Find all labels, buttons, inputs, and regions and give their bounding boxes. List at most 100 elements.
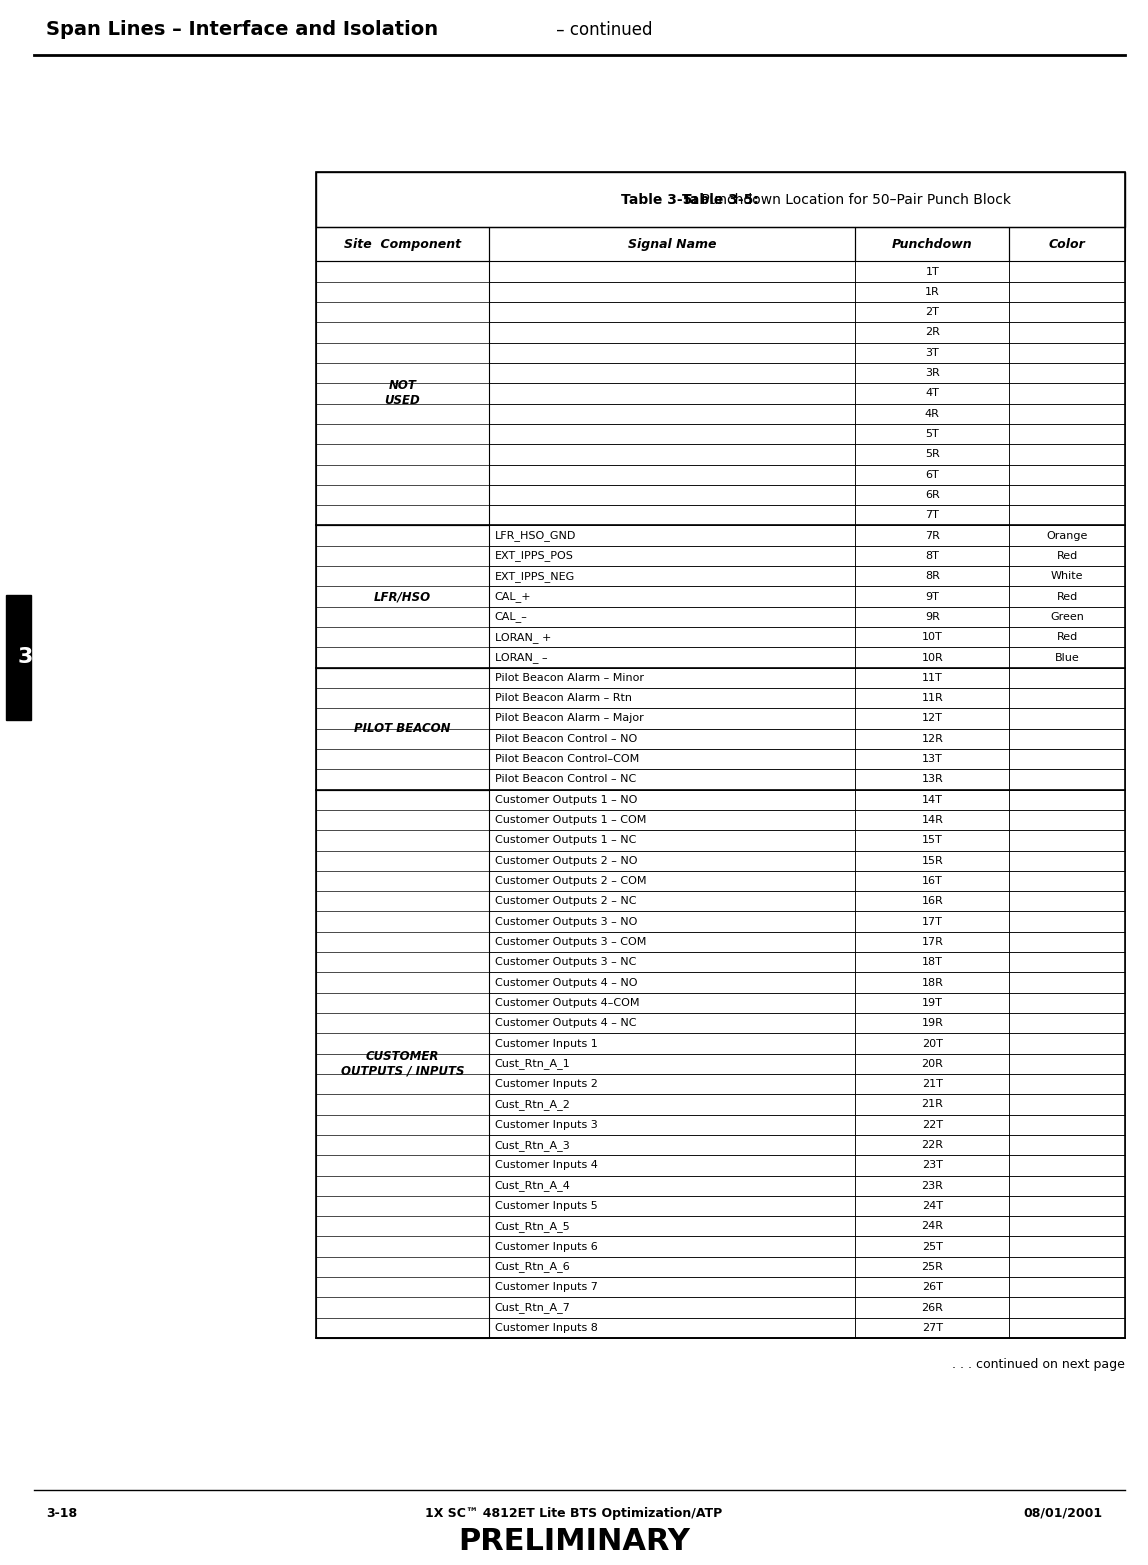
- Bar: [1009, 668, 1125, 689]
- Bar: [1009, 952, 1125, 972]
- Text: PILOT BEACON: PILOT BEACON: [355, 721, 451, 736]
- Bar: [855, 424, 1009, 444]
- Text: PRELIMINARY: PRELIMINARY: [458, 1527, 690, 1556]
- Text: 9T: 9T: [925, 592, 939, 601]
- Bar: [1009, 911, 1125, 931]
- Bar: [855, 729, 1009, 750]
- Bar: [855, 465, 1009, 485]
- Bar: [1009, 465, 1125, 485]
- Text: 16R: 16R: [922, 897, 944, 906]
- Text: Site  Component: Site Component: [344, 238, 461, 250]
- Bar: [855, 689, 1009, 709]
- Text: Span Lines – Interface and Isolation: Span Lines – Interface and Isolation: [46, 20, 439, 39]
- Bar: [855, 709, 1009, 729]
- Bar: [855, 546, 1009, 567]
- Bar: [316, 172, 1125, 1338]
- Bar: [855, 227, 1009, 261]
- Bar: [1009, 404, 1125, 424]
- Bar: [855, 870, 1009, 890]
- Text: 3T: 3T: [925, 347, 939, 358]
- Text: Customer Outputs 3 – NC: Customer Outputs 3 – NC: [495, 958, 636, 967]
- Bar: [1009, 628, 1125, 648]
- Bar: [489, 1318, 855, 1338]
- Bar: [1009, 1033, 1125, 1053]
- Text: Cust_Rtn_A_4: Cust_Rtn_A_4: [495, 1180, 571, 1191]
- Bar: [489, 1196, 855, 1216]
- Text: 12T: 12T: [922, 714, 943, 723]
- Bar: [489, 343, 855, 363]
- Bar: [855, 505, 1009, 526]
- Bar: [1009, 850, 1125, 870]
- Bar: [489, 1013, 855, 1033]
- Bar: [1009, 526, 1125, 546]
- Text: 13R: 13R: [922, 775, 944, 784]
- Bar: [1009, 444, 1125, 465]
- Bar: [489, 1257, 855, 1277]
- Text: LFR_HSO_GND: LFR_HSO_GND: [495, 531, 576, 541]
- Bar: [489, 992, 855, 1013]
- Bar: [316, 172, 1125, 227]
- Bar: [855, 1114, 1009, 1135]
- Bar: [855, 404, 1009, 424]
- Text: 15R: 15R: [922, 856, 944, 865]
- Bar: [489, 526, 855, 546]
- Bar: [855, 322, 1009, 343]
- Bar: [855, 261, 1009, 282]
- Text: Cust_Rtn_A_2: Cust_Rtn_A_2: [495, 1099, 571, 1110]
- Text: Green: Green: [1050, 612, 1084, 621]
- Text: 11R: 11R: [922, 693, 944, 703]
- Text: 14R: 14R: [922, 815, 944, 825]
- Text: 5R: 5R: [925, 449, 940, 460]
- Text: 3R: 3R: [925, 368, 940, 379]
- Bar: [1009, 1236, 1125, 1257]
- Bar: [489, 302, 855, 322]
- Text: Customer Inputs 1: Customer Inputs 1: [495, 1039, 598, 1049]
- Text: Blue: Blue: [1055, 653, 1079, 662]
- Text: – continued: – continued: [551, 20, 652, 39]
- Text: 08/01/2001: 08/01/2001: [1023, 1507, 1102, 1520]
- Bar: [855, 648, 1009, 668]
- Bar: [489, 424, 855, 444]
- Text: NOT
USED: NOT USED: [385, 379, 420, 407]
- Bar: [489, 931, 855, 952]
- Bar: [1009, 1277, 1125, 1297]
- Bar: [1009, 1155, 1125, 1175]
- Bar: [855, 1094, 1009, 1114]
- Text: LORAN_ –: LORAN_ –: [495, 653, 548, 664]
- Text: 11T: 11T: [922, 673, 943, 682]
- Bar: [1009, 343, 1125, 363]
- Text: 17R: 17R: [922, 937, 944, 947]
- Text: 17T: 17T: [922, 917, 943, 926]
- Bar: [855, 890, 1009, 911]
- Bar: [1009, 424, 1125, 444]
- Bar: [489, 1114, 855, 1135]
- Text: Red: Red: [1056, 632, 1078, 642]
- Bar: [489, 322, 855, 343]
- Bar: [855, 607, 1009, 628]
- Bar: [489, 729, 855, 750]
- Bar: [855, 1277, 1009, 1297]
- Bar: [489, 709, 855, 729]
- Text: Color: Color: [1049, 238, 1086, 250]
- Bar: [1009, 829, 1125, 850]
- Text: Customer Outputs 1 – NC: Customer Outputs 1 – NC: [495, 836, 636, 845]
- Text: 21R: 21R: [922, 1100, 944, 1110]
- Text: 10T: 10T: [922, 632, 943, 642]
- Text: Cust_Rtn_A_3: Cust_Rtn_A_3: [495, 1139, 571, 1150]
- Bar: [1009, 1074, 1125, 1094]
- Bar: [489, 972, 855, 992]
- Bar: [489, 809, 855, 829]
- Bar: [1009, 770, 1125, 790]
- Bar: [489, 1216, 855, 1236]
- Text: 19T: 19T: [922, 998, 943, 1008]
- Text: 22R: 22R: [922, 1139, 944, 1150]
- Bar: [855, 1257, 1009, 1277]
- Text: Customer Outputs 4 – NO: Customer Outputs 4 – NO: [495, 978, 637, 988]
- Text: Customer Inputs 3: Customer Inputs 3: [495, 1121, 598, 1130]
- Text: Customer Inputs 4: Customer Inputs 4: [495, 1160, 598, 1171]
- Text: Pilot Beacon Alarm – Rtn: Pilot Beacon Alarm – Rtn: [495, 693, 631, 703]
- Bar: [489, 1135, 855, 1155]
- Bar: [855, 1318, 1009, 1338]
- Text: Cust_Rtn_A_7: Cust_Rtn_A_7: [495, 1302, 571, 1313]
- Bar: [1009, 972, 1125, 992]
